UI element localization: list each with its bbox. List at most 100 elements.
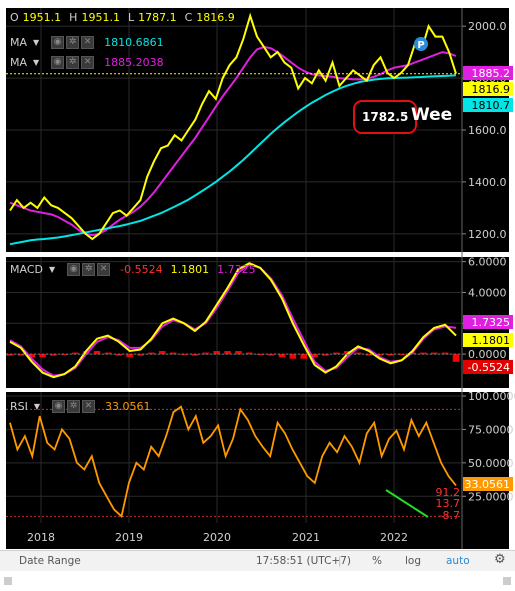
rsi-y-tick-label: 50.0000 <box>468 457 514 470</box>
time-axis-panel <box>6 523 509 549</box>
percent-scale-button[interactable]: % <box>372 555 382 567</box>
ma1-price-tag-bg <box>463 98 513 112</box>
rsi-panel <box>6 392 509 523</box>
p-badge-label: P <box>417 40 424 51</box>
close-price-tag-bg <box>463 82 513 96</box>
macd-histogram-bar <box>115 354 123 356</box>
close-price-tag: 1816.9 <box>472 83 511 96</box>
macd-histogram-bar <box>169 352 177 355</box>
gear-icon[interactable]: ✲ <box>67 400 81 413</box>
gear-icon[interactable]: ✲ <box>66 36 80 49</box>
rsi-legend: RSI ▼ ◉ ✲ ✕ 33.0561 <box>10 400 151 413</box>
annotation-box-value: 1782.5 <box>362 110 408 124</box>
ma1-price-tag: 1810.7 <box>472 99 511 112</box>
macd-hist-tag-bg <box>463 360 513 374</box>
rsi-tag-3: -8.7 <box>439 509 460 522</box>
close-icon[interactable]: ✕ <box>97 263 111 276</box>
macd-histogram-bar <box>50 354 57 356</box>
macd-histogram-bar <box>126 354 133 358</box>
close-icon[interactable]: ✕ <box>81 36 95 49</box>
macd-histogram-bar <box>452 354 460 362</box>
open-label: O <box>10 11 19 24</box>
macd-histogram-bar <box>61 354 68 356</box>
scroll-left-arrow-icon[interactable] <box>4 577 12 585</box>
high-value: 1951.1 <box>81 11 120 24</box>
rsi-dropdown-icon[interactable]: ▼ <box>33 402 41 411</box>
eye-icon[interactable]: ◉ <box>51 56 65 69</box>
macd-histogram-bar <box>72 352 79 355</box>
price-y-tick-label: 1400.0 <box>468 176 507 189</box>
macd-histogram-bar <box>28 354 36 358</box>
ma1-value: 1810.6861 <box>104 36 164 49</box>
log-scale-button[interactable]: log <box>405 555 422 567</box>
clock-readout: 17:58:51 (UTC+7) <box>256 555 351 567</box>
rsi-value-tag: 33.0561 <box>465 478 511 491</box>
macd-legend: MACD ▼ ◉ ✲ ✕ -0.5524 1.1801 1.7325 <box>10 263 256 276</box>
ma2-legend: MA ▼ ◉ ✲ ✕ 1885.2038 <box>10 56 164 69</box>
macd-histogram-bar <box>289 354 297 359</box>
macd-dropdown-icon[interactable]: ▼ <box>48 265 56 274</box>
macd-histogram-bar <box>235 351 242 355</box>
macd-histogram-bar <box>213 351 220 355</box>
ohlc-legend: O 1951.1 H 1951.1 L 1787.1 C 1816.9 <box>10 11 235 24</box>
macd-histogram-bar <box>365 354 373 356</box>
x-tick-label: 2022 <box>380 531 408 544</box>
close-icon[interactable]: ✕ <box>81 56 95 69</box>
close-label: C <box>184 11 193 24</box>
chart-footer: Date Range 17:58:51 (UTC+7) | % log auto… <box>0 550 515 571</box>
eye-icon[interactable]: ◉ <box>52 400 66 413</box>
macd-value-tag: 1.1801 <box>472 334 511 347</box>
macd-signal-line <box>9 263 457 377</box>
low-value: 1787.1 <box>138 11 177 24</box>
macd-histogram-bar <box>93 351 101 355</box>
macd-signal-value: 1.7325 <box>217 263 256 276</box>
macd-histogram-bar <box>191 354 199 356</box>
ma1-dropdown-icon[interactable]: ▼ <box>33 38 40 47</box>
eye-icon[interactable]: ◉ <box>51 36 65 49</box>
open-value: 1951.1 <box>22 11 62 24</box>
settings-gear-icon[interactable]: ⚙ <box>494 552 506 567</box>
macd-histogram-bar <box>322 354 329 356</box>
rsi-tag-1: 91.2 <box>436 486 461 499</box>
macd-histogram-bar <box>343 351 351 355</box>
x-tick-label: 2020 <box>203 531 231 544</box>
macd-line <box>9 262 457 379</box>
price-y-tick-label: 1600.0 <box>468 124 507 137</box>
ma2-dropdown-icon[interactable]: ▼ <box>33 58 40 67</box>
x-tick-label: 2019 <box>115 531 143 544</box>
macd-histogram-bar <box>278 354 286 358</box>
macd-histogram-bar <box>39 354 46 358</box>
scroll-right-arrow-icon[interactable] <box>503 577 511 585</box>
rsi-y-tick-label: 100.0000 <box>468 390 515 403</box>
eye-icon[interactable]: ◉ <box>67 263 81 276</box>
high-label: H <box>69 11 78 24</box>
macd-histogram-bar <box>354 352 362 355</box>
close-value: 1816.9 <box>196 11 235 24</box>
macd-histogram-bar <box>311 354 318 358</box>
rsi-line <box>9 405 457 519</box>
macd-y-tick-label: 4.0000 <box>468 286 507 299</box>
macd-histogram-bar <box>6 354 14 356</box>
macd-hist-tag: -0.5524 <box>468 361 510 374</box>
date-range-button[interactable]: Date Range <box>19 555 81 567</box>
x-tick-label: 2021 <box>292 531 320 544</box>
gear-icon[interactable]: ✲ <box>82 263 96 276</box>
macd-histogram-bar <box>300 354 307 359</box>
macd-histogram-bar <box>202 352 210 355</box>
divider: | <box>338 555 342 567</box>
gear-icon[interactable]: ✲ <box>66 56 80 69</box>
rsi-value-tag-bg <box>463 477 513 491</box>
horizontal-scrollbar[interactable] <box>0 571 515 591</box>
macd-histogram-bar <box>224 351 231 355</box>
macd-histogram-bar <box>267 354 275 356</box>
rsi-tag-2: 13.7 <box>436 497 461 510</box>
macd-panel <box>6 257 509 388</box>
macd-histogram-bar <box>333 352 340 355</box>
close-icon[interactable]: ✕ <box>82 400 96 413</box>
price-series-line-0 <box>9 12 457 241</box>
macd-histogram-bar <box>376 354 384 356</box>
price-y-tick-label: 2000.0 <box>468 20 507 33</box>
auto-scale-button[interactable]: auto <box>446 555 470 567</box>
macd-y-tick-label: 6.0000 <box>468 256 507 269</box>
price-y-tick-label: 1200.0 <box>468 228 507 241</box>
